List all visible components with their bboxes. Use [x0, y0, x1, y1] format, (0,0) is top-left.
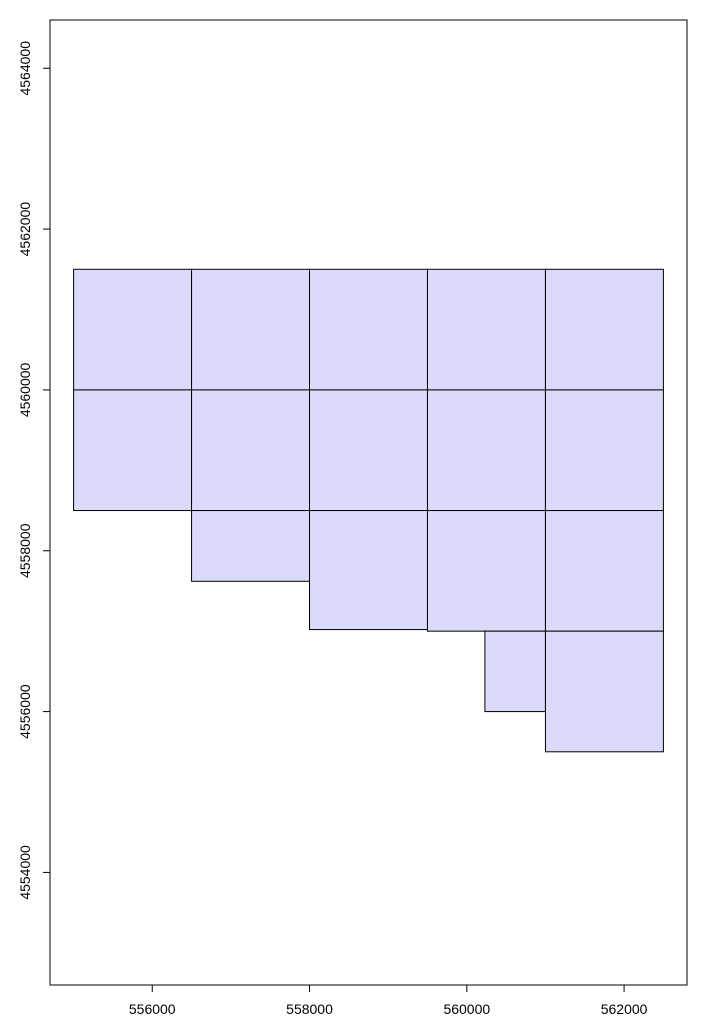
polygon-2	[309, 268, 428, 391]
polygon-15	[544, 630, 664, 753]
polygon-11	[309, 510, 428, 631]
polygon-12	[426, 510, 546, 632]
polygon-4	[544, 268, 664, 391]
polygon-10	[191, 510, 311, 582]
polygon-14	[484, 630, 546, 713]
y-tick-label-0: 4554000	[17, 845, 33, 900]
x-tick-label-0: 556000	[129, 1001, 176, 1017]
polygon-13	[544, 510, 664, 632]
x-tick-label-3: 562000	[601, 1001, 648, 1017]
y-tick-label-3: 4560000	[17, 362, 33, 417]
polygon-7	[309, 389, 428, 512]
polygon-0	[73, 268, 193, 391]
x-axis: 556000 558000 560000 562000	[129, 984, 648, 1017]
x-tick-label-2: 560000	[443, 1001, 490, 1017]
x-tick-label-1: 558000	[286, 1001, 333, 1017]
polygon-9	[544, 389, 664, 512]
polygon-5	[73, 389, 193, 512]
y-tick-label-1: 4556000	[17, 684, 33, 739]
y-tick-label-5: 4564000	[17, 41, 33, 96]
y-tick-label-4: 4562000	[17, 202, 33, 257]
y-tick-label-2: 4558000	[17, 523, 33, 578]
polygon-6	[191, 389, 311, 512]
polygon-1	[191, 268, 311, 391]
polygon-layer	[73, 268, 664, 753]
polygon-3	[426, 268, 546, 391]
polygon-8	[426, 389, 546, 512]
y-axis: 4554000 4556000 4558000 4560000 4562000 45640…	[17, 41, 51, 900]
